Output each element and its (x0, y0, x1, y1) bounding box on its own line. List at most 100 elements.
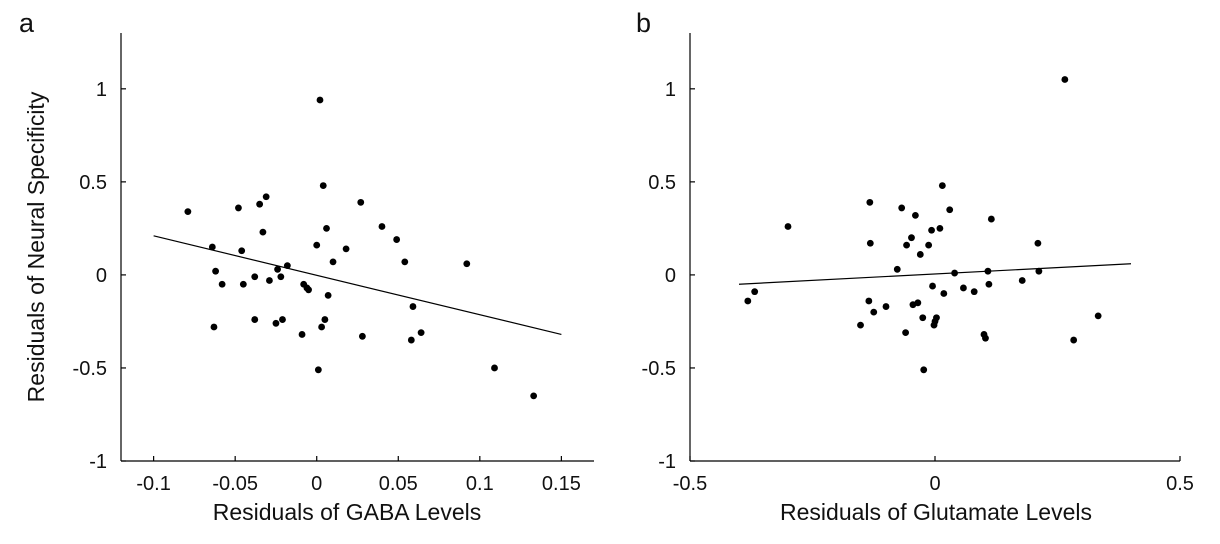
panel-b-data-point (866, 198, 874, 206)
panel-a-data-point (208, 243, 216, 251)
panel-a-data-point (184, 208, 192, 216)
panel-a-axes: -0.1 -0.05 0 0.05 0.1 0.15 -1 -0.5 0 0.5 1 (73, 33, 594, 495)
panel-b-data-point (936, 224, 944, 232)
panel-a-data-point (417, 329, 425, 336)
panel-b-data-point (982, 334, 989, 342)
panel-a-data-point (266, 277, 273, 284)
panel-a-data-point (210, 323, 218, 331)
panel-a-data-point (283, 262, 291, 270)
panel-a-data-point (274, 265, 281, 273)
panel-b-data-point (938, 182, 946, 189)
panel-a-xtick-label: -0.1 (136, 473, 170, 495)
panel-a-fit (153, 235, 562, 336)
panel-b-data-point (1094, 312, 1102, 320)
panel-a-data-point (393, 236, 401, 243)
panel-b-xtick-label: 0.5 (1166, 473, 1194, 495)
panel-b-data-point (898, 204, 906, 212)
panel-b-data-point (914, 299, 922, 307)
panel-a-xlabel: Residuals of GABA Levels (213, 499, 481, 525)
panel-b-data-point (751, 288, 759, 296)
panel-b-data-point (893, 265, 901, 273)
panel-a-xtick-label: 0.05 (379, 473, 418, 495)
panel-b-fit (738, 263, 1132, 285)
panel-a-data-point (256, 200, 264, 208)
panel-b-axes: -0.5 0 0.5-1-0.500.51 (642, 33, 1194, 495)
panel-b-data-point (987, 215, 995, 223)
panel-a-data-point (272, 319, 280, 327)
panel-b: b -0.5 0 0.5-1-0.500.51 Residuals of Gluta… (636, 8, 1194, 525)
panel-b-data-point (970, 288, 978, 296)
panel-a-data-point (212, 267, 220, 275)
panel-a-data-point (305, 286, 312, 294)
panel-a-data-point (235, 204, 242, 212)
panel-b-data-point (903, 241, 910, 249)
panel-a-data-point (218, 280, 226, 288)
panel-a-ytick-label: 0.5 (79, 172, 107, 194)
panel-b-data-point (933, 314, 940, 322)
panel-b-xtick-label: 0 (929, 473, 940, 495)
panel-a-data-point (407, 336, 415, 344)
panel-b-ytick-label: 0.5 (648, 172, 676, 194)
panel-b-data-point (857, 321, 864, 329)
panel-a-fit-line (153, 235, 562, 336)
panel-b-letter: b (636, 8, 651, 38)
panel-b-data-point (984, 267, 992, 275)
panel-a-data-point (319, 182, 327, 189)
panel-a-data-point (277, 273, 285, 281)
panel-b-data-point (1034, 239, 1042, 247)
panel-b-ytick-label: -1 (658, 451, 676, 473)
panel-a-data-point (463, 260, 471, 268)
panel-a-data-point (401, 258, 409, 266)
panel-b-data-point (1035, 267, 1043, 275)
panel-b-data-point (866, 239, 874, 247)
panel-b-data-point (929, 282, 936, 290)
panel-a-data-point (329, 258, 337, 266)
panel-a: a -0.1 -0.05 0 0.05 0.1 0.15 -1 -0.5 0 0.5 1 Resid… (19, 8, 594, 525)
panel-b-data-point (916, 251, 924, 258)
panel-a-ytick-label: 0 (96, 265, 107, 287)
panel-b-data-point (928, 226, 935, 234)
panel-b-xlabel: Residuals of Glutamate Levels (780, 499, 1092, 525)
panel-a-data-point (259, 228, 267, 236)
panel-a-data-point (357, 198, 365, 206)
panel-a-xtick-label: 0 (311, 473, 322, 495)
panel-a-points (184, 96, 538, 400)
panel-b-data-point (1070, 336, 1078, 344)
panel-a-data-point (358, 332, 366, 340)
panel-b-data-point (925, 241, 933, 249)
panel-b-data-point (908, 234, 915, 242)
panel-a-letter: a (19, 8, 35, 38)
panel-b-data-point (882, 303, 890, 310)
panel-a-data-point (239, 280, 247, 288)
panel-a-data-point (262, 193, 270, 201)
panel-a-data-point (318, 323, 326, 331)
panel-b-data-point (912, 211, 919, 219)
panel-a-data-point (251, 273, 259, 281)
panel-a-data-point (323, 224, 330, 232)
panel-b-data-point (1061, 76, 1069, 83)
panel-b-data-point (951, 269, 958, 277)
panel-b-data-point (902, 329, 909, 336)
panel-b-ytick-label: -0.5 (642, 358, 676, 380)
panel-a-data-point (491, 364, 498, 372)
panel-a-data-point (314, 366, 322, 374)
panel-a-data-point (251, 316, 259, 323)
panel-a-data-point (321, 316, 329, 323)
panel-b-ytick-label: 1 (665, 79, 676, 101)
panel-b-data-point (946, 206, 954, 214)
panel-a-data-point (409, 303, 417, 310)
panel-b-data-point (920, 366, 928, 374)
panel-b-xtick-label: -0.5 (673, 473, 707, 495)
panel-b-ytick-label: 0 (665, 265, 676, 287)
panel-b-data-point (940, 290, 948, 297)
panel-b-data-point (784, 223, 792, 230)
panel-a-data-point (342, 245, 350, 253)
panel-b-data-point (960, 284, 967, 292)
panel-b-data-point (865, 297, 873, 305)
panel-a-data-point (238, 247, 246, 255)
panel-b-data-point (744, 297, 752, 305)
panel-a-data-point (313, 241, 321, 249)
panel-a-data-point (298, 331, 306, 338)
panel-a-xtick-label: -0.05 (212, 473, 258, 495)
